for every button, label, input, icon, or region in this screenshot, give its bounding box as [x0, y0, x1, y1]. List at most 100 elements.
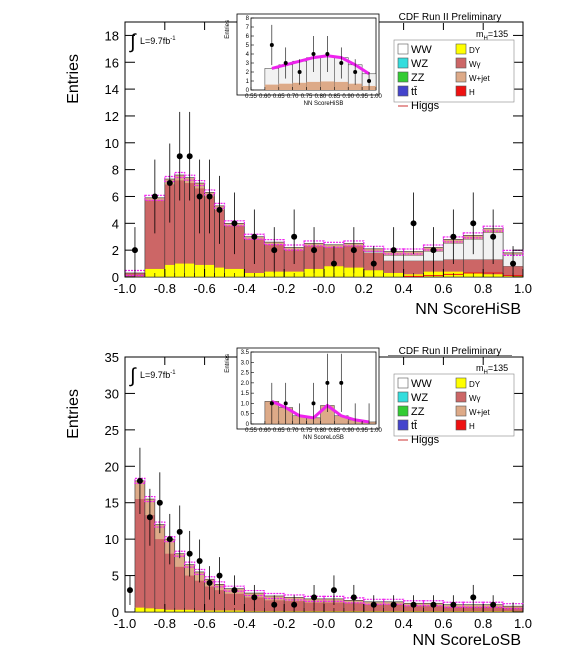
hisb-mass-value: =135 — [488, 29, 508, 39]
hisb-x-axis-title: NN ScoreHiSB — [415, 301, 521, 318]
hisb-inset-x-tick-label: 0.80 — [315, 94, 327, 100]
hisb-inset-y-title: Entries — [225, 20, 231, 39]
losb-data-point — [271, 601, 278, 608]
losb-panel: -1.0 -0.8 -0.6 -0.4 -0.2 -0.0 0.2 0.4 0.6 0.8 1.00… — [65, 344, 532, 649]
losb-inset-x-tick-label: 0.55 — [245, 428, 257, 434]
hisb-data-point — [410, 220, 417, 227]
losb-data-point — [166, 536, 173, 543]
losb-y-tick-label: 15 — [105, 496, 119, 511]
hisb-inset-x-title: NN ScoreHiSB — [304, 101, 344, 107]
hisb-data-point — [510, 260, 517, 267]
losb-mass-label: mH=135 — [476, 363, 508, 376]
losb-data-points — [126, 447, 514, 612]
losb-x-tick-label: -0.6 — [193, 616, 215, 631]
losb-inset-data-point — [311, 401, 316, 406]
hisb-inset-y-tick-label: 4 — [246, 52, 250, 58]
losb-y-tick-label: 10 — [105, 532, 119, 547]
hisb-inset-uncertainty — [271, 54, 370, 76]
hisb-y-tick-label: 8 — [112, 163, 119, 178]
hisb-inset-x-tick-label: 0.55 — [245, 94, 257, 100]
hisb-y-axis-title: Entries — [65, 54, 82, 104]
hisb-bar-dy — [214, 267, 225, 277]
losb-inset-x-tick-label: 1.00 — [370, 428, 382, 434]
losb-y-tick-label: 25 — [105, 423, 119, 438]
hisb-legend-swatch — [397, 71, 409, 83]
hisb-data-point — [251, 233, 258, 240]
hisb-header-box — [388, 10, 512, 23]
losb-x-tick-label: -0.4 — [233, 616, 255, 631]
losb-legend-swatch — [455, 405, 467, 417]
losb-legend-swatch — [455, 391, 467, 403]
hisb-x-tick-label: 0.8 — [474, 281, 492, 296]
hisb-legend-label: ZZ — [411, 72, 425, 84]
hisb-legend-label: WW — [411, 44, 432, 56]
hisb-bar-dy — [204, 264, 215, 277]
losb-inset-data-point — [269, 401, 274, 406]
hisb-data-point — [231, 220, 238, 227]
losb-inset-y-tick-label: 1.0 — [241, 401, 250, 407]
hisb-inset-y-tick-label: 6 — [246, 34, 250, 40]
hisb-legend-label: tt̄ — [411, 86, 417, 98]
hisb-x-tick-label: 0.6 — [434, 281, 452, 296]
hisb-data-point — [311, 247, 318, 254]
losb-legend-swatch — [397, 405, 409, 417]
hisb-inset-bar-wjet — [320, 81, 335, 90]
losb-header-box — [388, 344, 512, 357]
hisb-legend-swatch — [455, 85, 467, 97]
hisb-bar-wgamma — [164, 179, 175, 277]
losb-x-tick-label: 0.8 — [474, 616, 492, 631]
losb-inset-y-title: Entries — [225, 354, 231, 373]
hisb-legend-swatch — [455, 71, 467, 83]
hisb-inset-bar-wjet — [264, 84, 279, 90]
hisb-inset-x-tick-label: 0.65 — [273, 94, 285, 100]
hisb-y-tick-label: 0 — [112, 270, 119, 285]
losb-inset-x-tick-label: 0.65 — [273, 428, 285, 434]
hisb-inset-x-tick-label: 1.00 — [370, 94, 382, 100]
losb-inset: 0.55 0.60 0.65 0.70 0.75 0.80 0.85 0.90 0.95 1.00… — [225, 347, 382, 441]
losb-integral-symbol: ∫ — [129, 365, 137, 387]
losb-bar-dy — [194, 610, 205, 612]
losb-experiment-label: CDF Run II Preliminary — [399, 346, 502, 357]
hisb-inset-data-point — [339, 61, 344, 65]
hisb-legend-label: W+jet — [469, 74, 490, 83]
hisb-inset-y-tick-label: 7 — [246, 25, 250, 31]
hisb-inset-x-tick-label: 0.95 — [356, 94, 368, 100]
hisb-inset-data-point — [269, 43, 274, 47]
losb-data-point — [156, 499, 163, 506]
hisb-inset-bar-wjet — [278, 83, 293, 90]
hisb-bar-dy — [144, 268, 165, 277]
hisb-inset-data-point — [283, 61, 288, 65]
hisb-data-point — [216, 206, 223, 213]
losb-mass-sub: H — [484, 370, 488, 376]
hisb-inset-y-tick-label: 1 — [246, 79, 250, 85]
hisb-bar-diboson — [403, 255, 424, 262]
hisb-bar-dy — [224, 268, 245, 277]
hisb-axes: -1.0 -0.8 -0.6 -0.4 -0.2 -0.0 0.2 0.4 0.6 0.8 1.00… — [105, 22, 532, 296]
hisb-legend-label: Higgs — [411, 100, 440, 112]
losb-data-point — [176, 528, 183, 535]
losb-legend-label: WW — [411, 378, 432, 390]
losb-data-point — [470, 594, 477, 601]
hisb-inset-x-tick-label: 0.60 — [259, 94, 271, 100]
hisb-legend-box — [393, 39, 515, 103]
hisb-data-point — [271, 247, 278, 254]
hisb-bar-dy — [194, 264, 205, 277]
hisb-y-tick-label: 18 — [105, 28, 119, 43]
losb-data-point — [126, 587, 133, 594]
losb-lumi-label: L=9.7fb-1 — [140, 370, 176, 380]
hisb-mass-sub: H — [484, 36, 488, 42]
losb-bar-wgamma — [174, 553, 185, 612]
hisb-data-point — [430, 247, 437, 254]
losb-inset-data-point — [339, 380, 344, 385]
losb-bar-dy — [144, 608, 155, 612]
hisb-x-tick-label: 1.0 — [514, 281, 532, 296]
hisb-data-point — [196, 193, 203, 200]
losb-legend-label: tt̄ — [411, 420, 417, 432]
hisb-y-tick-label: 4 — [112, 216, 119, 231]
hisb-legend-swatch — [455, 57, 467, 69]
losb-x-tick-label: -0.8 — [154, 616, 176, 631]
hisb-panel: -1.0 -0.8 -0.6 -0.4 -0.2 -0.0 0.2 0.4 0.6 0.8 1.00… — [65, 10, 532, 318]
losb-lumi-text: L=9.7fb — [140, 370, 170, 380]
losb-x-tick-label: 0.6 — [434, 616, 452, 631]
hisb-integral-symbol: ∫ — [129, 31, 137, 53]
